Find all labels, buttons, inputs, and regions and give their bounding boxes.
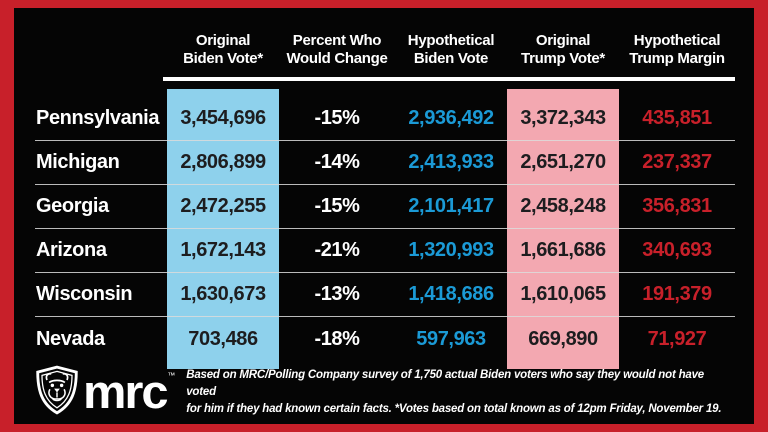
- table-row-georgia: Georgia 2,472,255 -15% 2,101,417 2,458,2…: [35, 185, 735, 229]
- table-body: Pennsylvania 3,454,696 -15% 2,936,492 3,…: [35, 89, 735, 369]
- state-name: Pennsylvania: [36, 107, 160, 129]
- table-row-arizona: Arizona 1,672,143 -21% 1,320,993 1,661,6…: [35, 229, 735, 273]
- col-header-line: Original: [535, 32, 591, 49]
- original-trump-vote: 1,610,065: [520, 283, 606, 305]
- col-header-line: Would Change: [286, 50, 388, 67]
- mrc-logo: mrc ™: [34, 365, 175, 420]
- hypothetical-trump-margin: 340,693: [642, 239, 712, 261]
- percent-who-would-change: -14%: [314, 151, 360, 173]
- original-trump-vote: 669,890: [528, 327, 598, 350]
- col-header-line: Trump Margin: [629, 50, 725, 67]
- vote-table: Original Biden Vote* Percent Who Would C…: [35, 22, 735, 369]
- col-header-line: Original: [195, 32, 251, 49]
- hypothetical-biden-vote: 1,418,686: [408, 283, 494, 305]
- col-header-line: Biden Vote: [413, 50, 489, 67]
- state-name: Arizona: [36, 239, 107, 261]
- hypothetical-trump-margin: 237,337: [642, 151, 712, 173]
- hypothetical-biden-vote: 597,963: [416, 327, 486, 350]
- percent-who-would-change: -15%: [314, 195, 360, 217]
- trademark-symbol: ™: [167, 370, 176, 380]
- col-header-original-trump-vote: Original Trump Vote*: [507, 22, 619, 68]
- hypothetical-trump-margin: 71,927: [647, 327, 707, 350]
- col-header-original-biden-vote: Original Biden Vote*: [167, 22, 279, 68]
- col-header-line: Hypothetical: [407, 32, 495, 49]
- col-header-hypothetical-biden-vote: Hypothetical Biden Vote: [395, 22, 507, 68]
- footer: mrc ™ Based on MRC/Polling Company surve…: [34, 365, 736, 420]
- col-header-line: Trump Vote*: [521, 50, 605, 67]
- col-header-line: Hypothetical: [633, 32, 721, 49]
- percent-who-would-change: -13%: [314, 283, 360, 305]
- hypothetical-trump-margin: 191,379: [642, 283, 712, 305]
- table-header: Original Biden Vote* Percent Who Would C…: [35, 22, 735, 68]
- state-name: Nevada: [36, 327, 105, 350]
- hypothetical-biden-vote: 1,320,993: [408, 239, 494, 261]
- table-row-pennsylvania: Pennsylvania 3,454,696 -15% 2,936,492 3,…: [35, 97, 735, 141]
- mrc-logo-text: mrc: [83, 365, 169, 418]
- state-name: Georgia: [36, 195, 109, 217]
- hypothetical-biden-vote: 2,413,933: [408, 151, 494, 173]
- table-row-nevada: Nevada 703,486 -18% 597,963 669,890 71,9…: [35, 317, 735, 361]
- original-biden-vote: 703,486: [188, 327, 258, 350]
- source-note-line-1: Based on MRC/Polling Company survey of 1…: [186, 368, 704, 398]
- original-biden-vote: 2,806,899: [180, 151, 266, 173]
- hypothetical-biden-vote: 2,936,492: [408, 107, 494, 129]
- original-trump-vote: 2,651,270: [520, 151, 606, 173]
- col-header-line: Percent Who: [292, 32, 382, 49]
- table-row-michigan: Michigan 2,806,899 -14% 2,413,933 2,651,…: [35, 141, 735, 185]
- hypothetical-biden-vote: 2,101,417: [408, 195, 494, 217]
- biden-vote-highlight-strip: [167, 89, 279, 369]
- source-note-line-2: for him if they had known certain facts.…: [186, 402, 722, 415]
- percent-who-would-change: -18%: [314, 327, 360, 350]
- original-trump-vote: 3,372,343: [520, 107, 606, 129]
- original-trump-vote: 2,458,248: [520, 195, 606, 217]
- col-header-state: [35, 22, 167, 68]
- original-biden-vote: 2,472,255: [180, 195, 266, 217]
- hypothetical-trump-margin: 356,831: [642, 195, 712, 217]
- header-rule: [163, 77, 735, 81]
- col-header-hypothetical-trump-margin: Hypothetical Trump Margin: [619, 22, 735, 68]
- state-name: Wisconsin: [36, 283, 133, 305]
- table-row-wisconsin: Wisconsin 1,630,673 -13% 1,418,686 1,610…: [35, 273, 735, 317]
- original-biden-vote: 1,630,673: [180, 283, 266, 305]
- state-name: Michigan: [36, 151, 120, 173]
- percent-who-would-change: -15%: [314, 107, 360, 129]
- bulldog-shield-icon: [34, 365, 80, 420]
- original-trump-vote: 1,661,686: [520, 239, 606, 261]
- col-header-percent-who-would-change: Percent Who Would Change: [279, 22, 395, 68]
- col-header-line: Biden Vote*: [183, 50, 263, 67]
- original-biden-vote: 1,672,143: [180, 239, 266, 261]
- percent-who-would-change: -21%: [314, 239, 360, 261]
- infographic-panel: Original Biden Vote* Percent Who Would C…: [14, 8, 754, 424]
- trump-vote-highlight-strip: [507, 89, 619, 369]
- hypothetical-trump-margin: 435,851: [642, 107, 712, 129]
- source-note: Based on MRC/Polling Company survey of 1…: [186, 367, 736, 418]
- original-biden-vote: 3,454,696: [180, 107, 266, 129]
